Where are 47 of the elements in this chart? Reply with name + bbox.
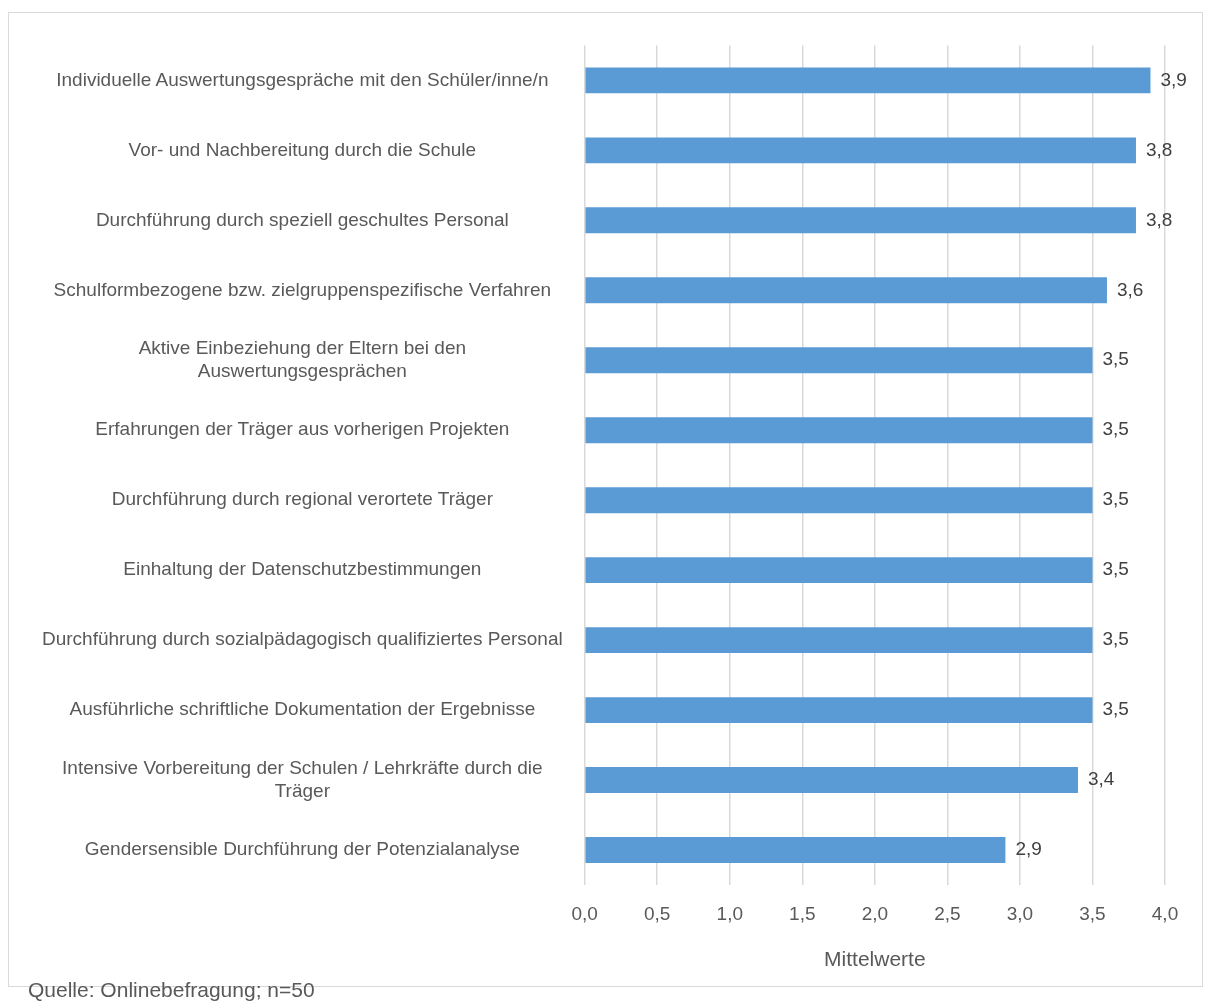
bar xyxy=(585,557,1093,584)
x-axis-title: Mittelwerte xyxy=(824,947,926,971)
data-label: 3,5 xyxy=(1102,558,1129,580)
data-label: 3,8 xyxy=(1145,208,1173,230)
y-tick-label: Aktive Einbeziehung der Eltern bei den Auswertungsgesprächen xyxy=(138,337,467,381)
x-tick-label: 1,0 xyxy=(716,902,743,924)
bar xyxy=(585,837,1006,863)
y-tick-label: Gendersensible Durchführung der Potenzialanalyse xyxy=(84,838,520,860)
y-tick-label: Vor- und Nachbereitung durch die Schule xyxy=(128,138,477,160)
bar xyxy=(585,137,1136,164)
x-tick-label: 4,0 xyxy=(1151,902,1179,924)
data-label: 3,5 xyxy=(1102,418,1129,440)
bar xyxy=(585,417,1093,444)
y-tick-label: Durchführung durch speziell geschultes Personal xyxy=(95,208,509,230)
data-label: 3,9 xyxy=(1160,68,1187,90)
data-label: 3,4 xyxy=(1087,768,1115,790)
x-tick-label: 2,5 xyxy=(934,902,961,924)
bar xyxy=(585,487,1093,514)
y-tick-label: Durchführung durch sozialpädagogisch qualifiziertes Personal xyxy=(41,628,563,650)
bar xyxy=(585,697,1093,724)
bar xyxy=(585,627,1093,654)
data-label: 3,5 xyxy=(1102,348,1129,370)
y-tick-label: Ausführliche schriftliche Dokumentation der Ergebnisse xyxy=(69,698,536,720)
y-tick-label: Einhaltung der Datenschutzbestimmungen xyxy=(123,558,482,580)
y-tick-label: Erfahrungen der Träger aus vorherigen Projekten xyxy=(95,418,510,440)
y-tick-label: Durchführung durch regional verortete Träger xyxy=(111,488,494,510)
bar xyxy=(585,347,1093,374)
x-tick-label: 1,5 xyxy=(789,902,816,924)
data-label: 3,5 xyxy=(1102,628,1129,650)
y-tick-label: Schulformbezogene bzw. zielgruppenspezifische Verfahren xyxy=(53,278,552,300)
y-tick-label: Intensive Vorbereitung der Schulen / Lehrkräfte durch die Träger xyxy=(62,756,543,801)
x-tick-label: 0,5 xyxy=(644,902,671,924)
data-label: 3,5 xyxy=(1102,698,1129,720)
x-tick-label: 3,0 xyxy=(1006,902,1034,924)
x-tick-label: 2,0 xyxy=(861,902,889,924)
x-tick-label: 3,5 xyxy=(1079,902,1106,924)
source-note: Quelle: Onlinebefragung; n=50 xyxy=(28,978,315,1002)
data-label: 3,6 xyxy=(1116,278,1144,300)
bar xyxy=(585,277,1107,304)
bar xyxy=(585,207,1136,234)
data-label: 3,5 xyxy=(1102,488,1129,510)
data-label: 3,8 xyxy=(1145,138,1173,160)
data-label: 2,9 xyxy=(1015,838,1042,860)
y-tick-label: Individuelle Auswertungsgespräche mit den Schüler/inne/n xyxy=(56,68,549,90)
bar xyxy=(585,767,1078,793)
x-tick-label: 0,0 xyxy=(571,902,598,924)
bar xyxy=(585,67,1151,94)
